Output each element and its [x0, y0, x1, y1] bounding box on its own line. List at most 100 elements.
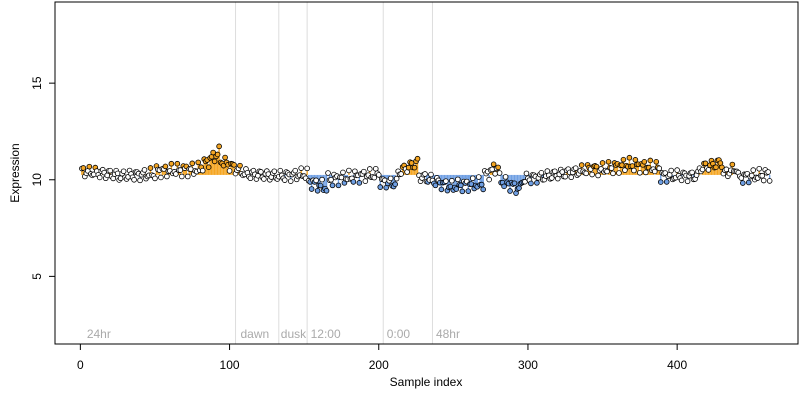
data-point	[392, 181, 398, 188]
data-point	[604, 168, 610, 175]
data-point	[131, 176, 137, 183]
data-point	[377, 184, 384, 190]
data-point	[199, 167, 206, 174]
data-point	[335, 182, 342, 189]
data-point	[511, 180, 518, 187]
data-point	[632, 157, 639, 163]
data-point	[653, 158, 660, 165]
data-point	[414, 155, 421, 162]
data-point	[313, 177, 319, 184]
data-point	[147, 165, 154, 171]
data-point	[549, 175, 555, 181]
data-point	[422, 171, 428, 177]
data-point	[599, 160, 606, 166]
data-point	[443, 178, 449, 184]
data-point	[214, 151, 221, 158]
x-tick-label: 300	[518, 358, 538, 372]
data-point	[340, 169, 346, 176]
data-point	[674, 167, 680, 173]
data-point	[308, 186, 315, 192]
data-point	[361, 168, 367, 175]
data-point	[750, 167, 757, 173]
data-point	[96, 174, 103, 181]
data-point	[593, 163, 600, 170]
data-point	[626, 154, 633, 161]
data-point	[459, 188, 466, 195]
data-point	[489, 166, 495, 173]
data-point	[371, 174, 378, 181]
data-point	[552, 168, 558, 175]
data-point	[619, 162, 625, 168]
data-point	[490, 161, 497, 168]
data-point	[723, 166, 730, 173]
data-point	[562, 173, 569, 180]
data-point	[210, 149, 216, 156]
data-point	[760, 177, 767, 184]
data-point	[304, 165, 310, 172]
data-point	[595, 172, 601, 179]
data-point	[534, 180, 540, 186]
data-point	[641, 158, 648, 165]
condition-annotation: dawn	[241, 327, 270, 341]
x-tick-label: 200	[369, 358, 389, 372]
x-axis: 0 100 200 300 400	[77, 343, 687, 372]
data-point	[495, 164, 501, 171]
data-point	[258, 169, 264, 175]
data-point	[325, 170, 331, 176]
data-point	[637, 170, 643, 176]
data-point	[538, 170, 545, 176]
data-point	[475, 174, 482, 180]
data-point	[616, 170, 622, 176]
data-point	[152, 175, 158, 182]
data-point	[222, 154, 228, 161]
condition-annotation: 48hr	[436, 327, 460, 341]
data-point	[375, 172, 382, 178]
condition-annotations: 24hr dawn dusk 12:00 0:00 48hr	[87, 327, 460, 341]
data-point	[668, 167, 674, 174]
data-point	[189, 160, 196, 167]
data-point	[164, 173, 170, 180]
condition-annotation: dusk	[281, 327, 307, 341]
data-point	[271, 168, 278, 175]
y-axis: 5 10 15	[30, 76, 56, 280]
data-point	[350, 179, 357, 185]
data-point	[465, 188, 472, 194]
data-point	[247, 175, 254, 182]
data-point	[184, 173, 191, 180]
data-point	[393, 175, 400, 182]
data-point	[428, 171, 434, 178]
data-point	[643, 169, 649, 176]
data-point	[486, 176, 492, 183]
data-point	[689, 169, 695, 176]
data-point	[411, 164, 418, 171]
data-point	[117, 175, 124, 182]
data-point	[739, 180, 746, 186]
condition-annotation: 12:00	[311, 327, 341, 341]
data-point	[469, 175, 476, 182]
data-point	[608, 165, 615, 171]
data-point	[647, 157, 654, 164]
data-point	[174, 160, 181, 167]
data-point	[86, 163, 93, 170]
data-point	[528, 180, 534, 187]
data-point	[137, 177, 143, 184]
data-point	[292, 167, 299, 174]
data-point	[759, 172, 765, 179]
data-point	[572, 165, 579, 171]
data-point	[702, 160, 709, 167]
data-point	[492, 170, 498, 177]
x-axis-label: Sample index	[390, 375, 463, 389]
data-point	[756, 165, 763, 172]
data-point	[387, 175, 394, 182]
x-tick-label: 400	[667, 358, 687, 372]
y-tick-label: 10	[30, 173, 44, 187]
data-point	[458, 182, 464, 189]
data-point	[583, 170, 589, 177]
data-point	[319, 176, 325, 183]
data-point	[610, 170, 616, 177]
data-point	[523, 170, 530, 177]
data-point	[438, 186, 445, 193]
data-point	[107, 167, 114, 174]
data-point	[478, 181, 485, 188]
data-point	[195, 159, 202, 166]
